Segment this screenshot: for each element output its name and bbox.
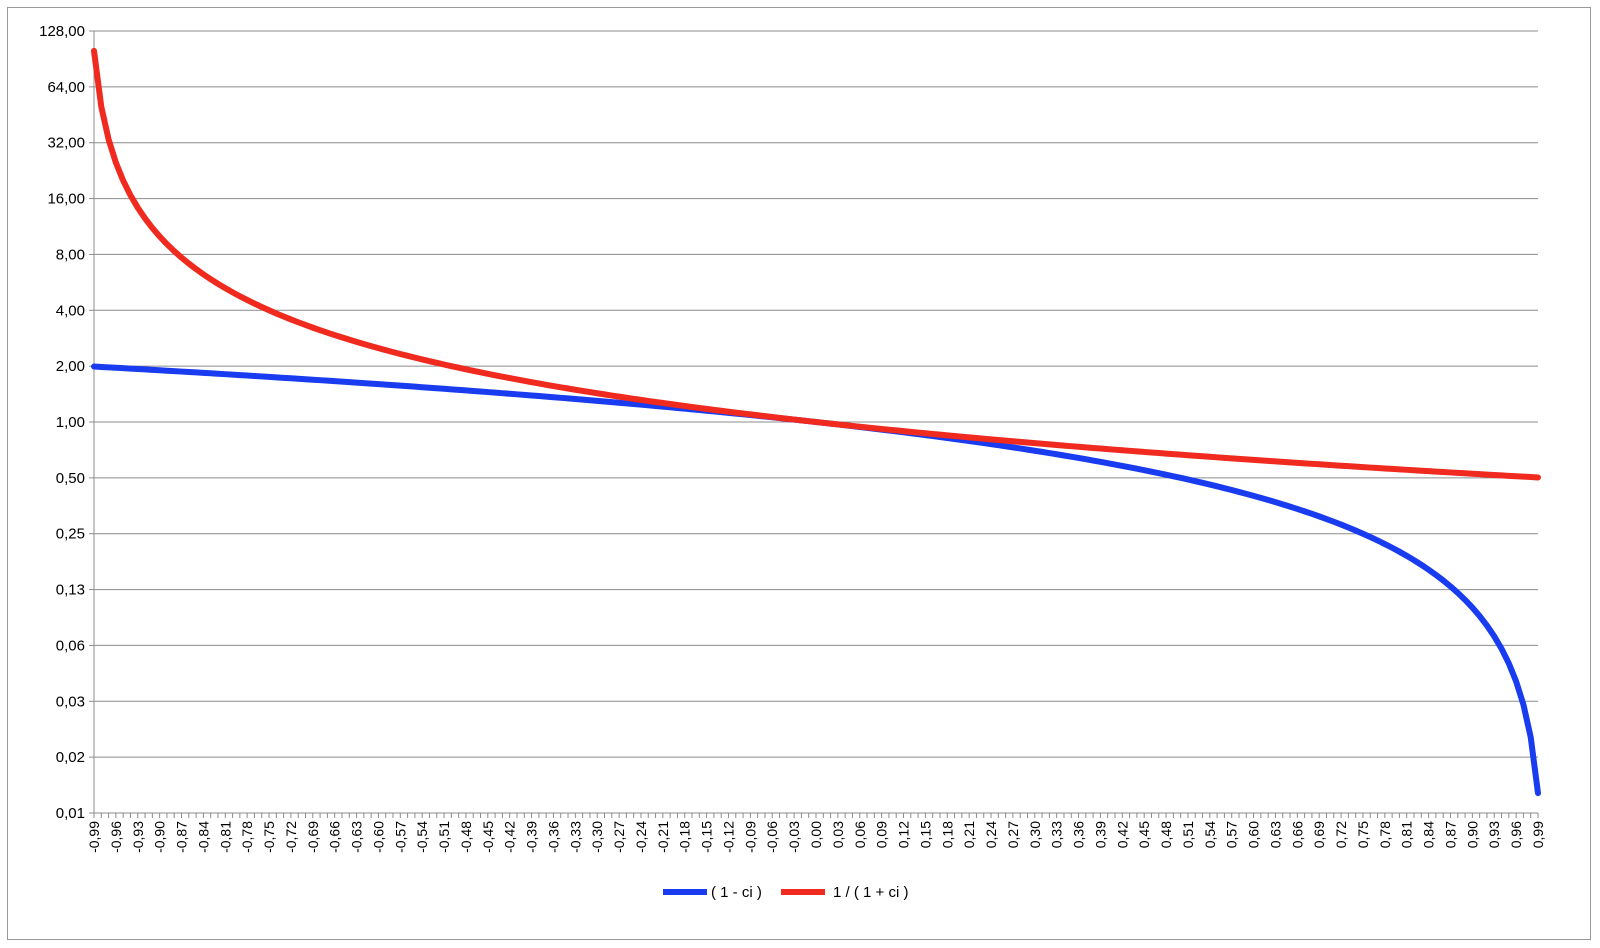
legend-label-reciprocal: 1 / ( 1 + ci ) (833, 884, 908, 901)
x-tick-label: 0,90 (1464, 821, 1480, 848)
x-tick-label: -0,09 (742, 821, 758, 853)
x-tick-label: 0,51 (1180, 821, 1196, 848)
y-tick-label: 0,06 (56, 637, 85, 654)
y-tick-label: 0,25 (56, 526, 85, 543)
chart-svg: 0,01 0,02 0,03 0,06 0,13 0,25 0,50 1,00 2,00 4,00… (39, 23, 1546, 901)
x-tick-label: 0,63 (1267, 821, 1283, 848)
x-tick-label: 0,72 (1333, 821, 1349, 848)
x-tick-label: 0,15 (917, 821, 933, 848)
x-tick-label: -0,51 (436, 821, 452, 853)
x-tick-label: -0,54 (414, 821, 430, 853)
x-tick-label: 0,36 (1071, 821, 1087, 848)
y-tick-label: 0,01 (56, 805, 85, 822)
y-tick-label: 2,00 (56, 358, 85, 375)
x-tick-label: -0,24 (633, 821, 649, 853)
x-tick-label: -0,45 (480, 821, 496, 853)
x-tick-label: 0,42 (1114, 821, 1130, 848)
x-tick-label: 0,57 (1224, 821, 1240, 848)
x-tick-label: -0,81 (217, 821, 233, 853)
x-tick-label: 0,39 (1092, 821, 1108, 848)
x-tick-label: -0,78 (239, 821, 255, 853)
x-tick-label: -0,33 (567, 821, 583, 853)
grid-layer (94, 30, 1538, 814)
x-tick-label: -0,30 (589, 821, 605, 853)
x-tick-label: -0,21 (655, 821, 671, 853)
x-tick-label: -0,60 (370, 821, 386, 853)
x-tick-label: -0,42 (502, 821, 518, 853)
y-tick-label: 4,00 (56, 302, 85, 319)
x-tick-label: 0,60 (1246, 821, 1262, 848)
x-tick-label: -0,87 (174, 821, 190, 853)
x-tick-label: -0,84 (195, 821, 211, 853)
x-tick-label: -0,03 (786, 821, 802, 853)
x-tick-label: -0,69 (305, 821, 321, 853)
x-tick-label: 0,75 (1355, 821, 1371, 848)
x-tick-label: -0,15 (699, 821, 715, 853)
x-tick-label: 0,84 (1421, 821, 1437, 848)
x-tick-label: -0,96 (108, 821, 124, 853)
series-line-reciprocal (91, 47, 1541, 481)
x-tick-label: -0,93 (130, 821, 146, 853)
y-tick-label: 0,13 (56, 582, 85, 599)
legend-label-1-minus-ci: ( 1 - ci ) (711, 884, 762, 901)
x-tick-label: -0,06 (764, 821, 780, 853)
x-tick-label: 0,78 (1377, 821, 1393, 848)
x-tick-label: 0,30 (1027, 821, 1043, 848)
y-tick-label: 1,00 (56, 414, 85, 431)
x-tick-label: -0,48 (458, 821, 474, 853)
y-tick-label: 64,00 (47, 79, 85, 96)
x-tick-label: -0,99 (86, 821, 102, 853)
x-tick-label: 0,66 (1289, 821, 1305, 848)
x-tick-label: 0,21 (961, 821, 977, 848)
x-tick-label: 0,03 (830, 821, 846, 848)
x-tick-label: 0,54 (1202, 821, 1218, 848)
axis-layer: 0,01 0,02 0,03 0,06 0,13 0,25 0,50 1,00 2,00 4,00… (39, 23, 1546, 853)
x-tick-label: 0,09 (874, 821, 890, 848)
y-tick-label: 0,02 (56, 749, 85, 766)
x-tick-label: 0,06 (852, 821, 868, 848)
x-tick-label: 0,69 (1311, 821, 1327, 848)
x-tick-label: -0,36 (545, 821, 561, 853)
y-tick-label: 0,50 (56, 470, 85, 487)
x-tick-label: -0,90 (152, 821, 168, 853)
x-tick-label: -0,18 (677, 821, 693, 853)
x-tick-label: 0,45 (1136, 821, 1152, 848)
x-tick-label: 0,99 (1530, 821, 1546, 848)
x-tick-label: 0,33 (1049, 821, 1065, 848)
series-line-1-minus-ci (91, 363, 1541, 797)
x-tick-label: -0,72 (283, 821, 299, 853)
x-tick-label: 0,12 (896, 821, 912, 848)
x-tick-label: 0,96 (1508, 821, 1524, 848)
x-tick-label: 0,18 (939, 821, 955, 848)
y-tick-label: 16,00 (47, 191, 85, 208)
y-tick-label: 8,00 (56, 246, 85, 263)
x-tick-label: -0,75 (261, 821, 277, 853)
y-tick-label: 0,03 (56, 693, 85, 710)
x-tick-label: -0,57 (392, 821, 408, 853)
x-tick-label: -0,66 (327, 821, 343, 853)
x-tick-label: 0,81 (1399, 821, 1415, 848)
x-tick-label: 0,24 (983, 821, 999, 848)
x-tick-label: -0,27 (611, 821, 627, 853)
x-tick-label: 0,87 (1442, 821, 1458, 848)
x-tick-label: 0,48 (1158, 821, 1174, 848)
x-tick-label: -0,12 (720, 821, 736, 853)
series-layer (91, 47, 1541, 797)
x-tick-label: 0,00 (808, 821, 824, 848)
x-tick-label: -0,39 (524, 821, 540, 853)
y-tick-label: 32,00 (47, 135, 85, 152)
x-tick-label: 0,27 (1005, 821, 1021, 848)
x-tick-label: -0,63 (349, 821, 365, 853)
x-tick-label: 0,93 (1486, 821, 1502, 848)
y-tick-label: 128,00 (39, 23, 85, 40)
legend: ( 1 - ci ) 1 / ( 1 + ci ) (663, 884, 908, 901)
chart-frame: 0,01 0,02 0,03 0,06 0,13 0,25 0,50 1,00 2,00 4,00… (7, 7, 1591, 940)
